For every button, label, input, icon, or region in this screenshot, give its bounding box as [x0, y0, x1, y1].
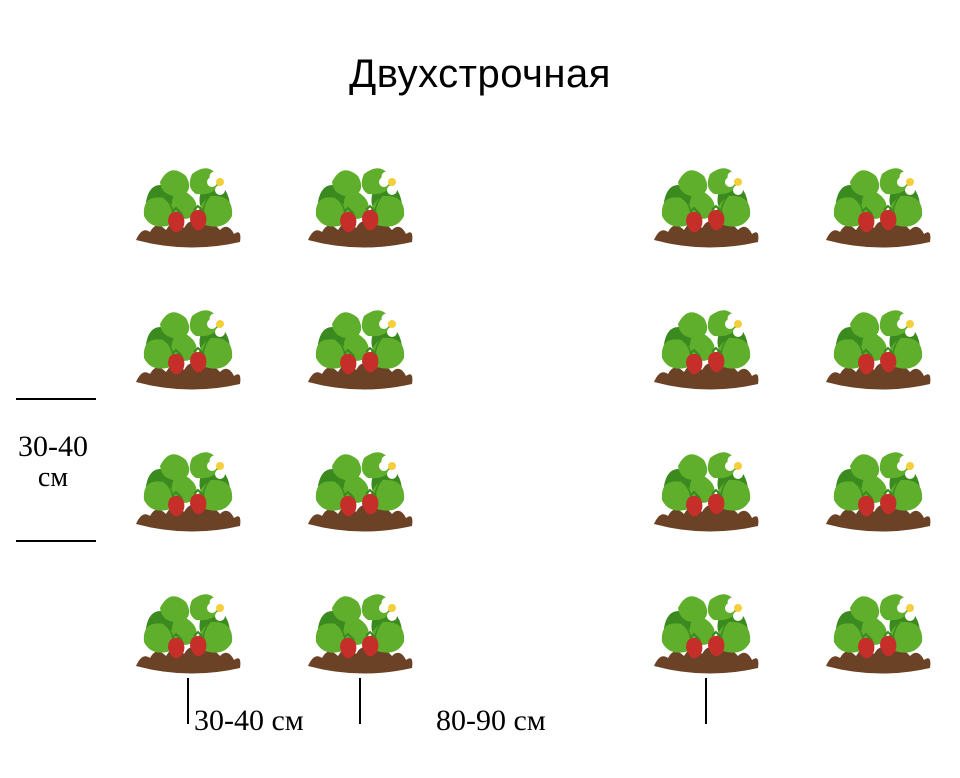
plant: [302, 296, 417, 396]
plant: [820, 296, 935, 396]
strawberry-plant-icon: [820, 296, 935, 391]
row-spacing-value: 30-40: [18, 430, 88, 463]
plant: [648, 580, 763, 680]
plant: [130, 296, 245, 396]
strawberry-plant-icon: [302, 154, 417, 249]
plant: [820, 154, 935, 254]
plant: [302, 438, 417, 538]
diagram-title: Двухстрочная: [0, 52, 960, 97]
row-spacing-unit: см: [18, 463, 88, 494]
plant: [820, 438, 935, 538]
strawberry-plant-icon: [302, 580, 417, 675]
plant: [648, 438, 763, 538]
row-spacing-tick-top: [16, 398, 96, 400]
row-spacing-label: 30-40 см: [18, 430, 88, 494]
row-spacing-tick-bottom: [16, 540, 96, 542]
between-pair-tick-right: [705, 678, 707, 724]
strawberry-plant-icon: [130, 296, 245, 391]
plant: [648, 296, 763, 396]
between-pair-label: 80-90 см: [436, 704, 546, 738]
plant: [130, 580, 245, 680]
within-pair-tick-right: [359, 678, 361, 724]
plant: [820, 580, 935, 680]
plant: [648, 154, 763, 254]
strawberry-plant-icon: [820, 154, 935, 249]
strawberry-plant-icon: [302, 438, 417, 533]
plant: [130, 154, 245, 254]
strawberry-plant-icon: [302, 296, 417, 391]
strawberry-plant-icon: [648, 154, 763, 249]
plant: [130, 438, 245, 538]
within-pair-tick-left: [187, 678, 189, 724]
strawberry-plant-icon: [130, 438, 245, 533]
strawberry-plant-icon: [648, 580, 763, 675]
strawberry-plant-icon: [648, 438, 763, 533]
within-pair-label: 30-40 см: [194, 704, 304, 738]
strawberry-plant-icon: [648, 296, 763, 391]
strawberry-plant-icon: [130, 154, 245, 249]
strawberry-plant-icon: [820, 580, 935, 675]
strawberry-plant-icon: [130, 580, 245, 675]
plant: [302, 580, 417, 680]
plant: [302, 154, 417, 254]
strawberry-plant-icon: [820, 438, 935, 533]
